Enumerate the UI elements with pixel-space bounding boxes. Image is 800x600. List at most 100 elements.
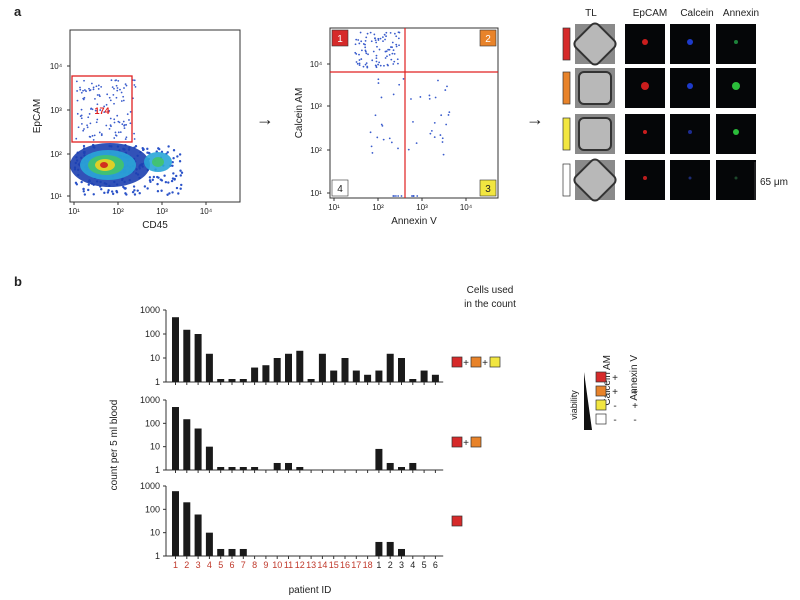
bar [375,448,383,470]
scatter-dot [124,83,127,86]
density-dot [136,189,139,192]
density-dot [152,175,156,179]
scatter-dot [362,65,365,68]
scatter-dot [122,99,125,102]
plot1-ytick-label: 10¹ [50,192,62,201]
density-dot [175,174,178,178]
density-dot [179,187,182,190]
patient-id-label: 4 [207,560,212,570]
density-dot [172,149,176,152]
quadrant-1-box [331,29,349,47]
legend-swatch-orange [470,356,482,368]
viability-calcein-sign: + [612,373,618,384]
patient-id-label: 3 [196,560,201,570]
legend-swatch-yellow [489,356,501,368]
scatter-dot [109,117,112,120]
scatter-dot [89,108,92,110]
density-dot [75,183,79,186]
density-dot [164,180,168,184]
bar [194,334,202,382]
bar [251,367,259,382]
plot1-xtick-label: 10³ [156,207,168,216]
scatter-dot [117,79,120,82]
patient-id-label: 1 [173,560,178,570]
scatter-dot [362,43,365,45]
scatter-dot [86,126,89,129]
scatter-dot [437,79,439,82]
scatter-dot [358,53,360,56]
scatter-dot [397,37,400,40]
scatter-dot [365,62,368,65]
density-dot [170,179,174,183]
plot2-xtick-label: 10² [372,203,384,212]
density-dot [167,145,170,148]
scatter-dot [388,48,391,51]
scatter-dot [369,31,372,34]
scatter-dot [117,131,120,134]
bar [285,353,292,382]
y-tick-label: 1000 [140,481,160,491]
plot2-ylabel: Calcein AM [294,88,305,139]
patient-id-label: 7 [241,560,246,570]
scatter-dot [91,134,94,137]
scatter-dot [108,96,111,99]
scatter-dot [383,33,386,36]
scatter-dot [433,136,436,139]
row-color-bar [562,117,571,151]
density-contour [152,157,164,167]
density-dot [175,186,179,190]
y-tick-label: 100 [145,504,160,514]
quadrant-4-box [331,179,349,197]
bar [194,514,202,556]
scatter-dot [82,89,84,92]
y-tick-label: 10 [150,528,160,538]
scatter-dot [412,195,415,197]
scatter-dot [354,43,357,46]
scatter-dot [97,88,100,90]
scatter-dot [364,49,367,52]
density-dot [87,183,90,186]
scatter-dot [388,53,391,56]
scatter-dot [385,31,388,34]
y-tick-label: 1 [155,551,160,561]
density-dot [143,185,147,188]
scatter-dot [378,48,381,51]
scatter-dot [411,195,413,197]
density-dot [171,191,174,194]
scatter-dot [366,32,369,35]
scatter-dot [385,35,387,38]
bar [183,419,191,470]
y-tick-label: 1000 [140,305,160,315]
scatter-dot [92,86,95,89]
scatter-dot [381,124,384,127]
bar [398,548,405,556]
scatter-dot [96,103,99,106]
panel-label-b: b [14,274,22,289]
scatter-dot [379,37,382,40]
patient-id-label: 17 [351,560,361,570]
scatter-dot [114,131,117,134]
scatter-dot [369,131,372,134]
scatter-dot [355,38,358,41]
scatter-dot [80,122,83,125]
scatter-dot [86,124,88,127]
scatter-dot [95,121,98,124]
scatter-dot [133,138,136,140]
scatter-dot [382,138,385,141]
density-dot [158,147,161,151]
fluor-signal [734,176,738,180]
scatter-dot [119,131,122,134]
scatter-dot [375,54,378,57]
fluor-signal [641,82,649,90]
legend-title-line2: in the count [464,299,516,310]
plot1-ylabel: EpCAM [32,99,43,133]
viability-col-calcein: Calcein AM [602,355,613,406]
viability-annexin-sign: + [632,387,638,398]
patient-id-label: 8 [252,560,257,570]
fluor-signal [643,176,647,180]
scatter-dot [391,46,393,49]
scatter-dot [372,50,375,53]
scatter-dot [397,62,399,65]
scatter-dot [120,91,123,94]
scatter-dot [128,119,130,121]
